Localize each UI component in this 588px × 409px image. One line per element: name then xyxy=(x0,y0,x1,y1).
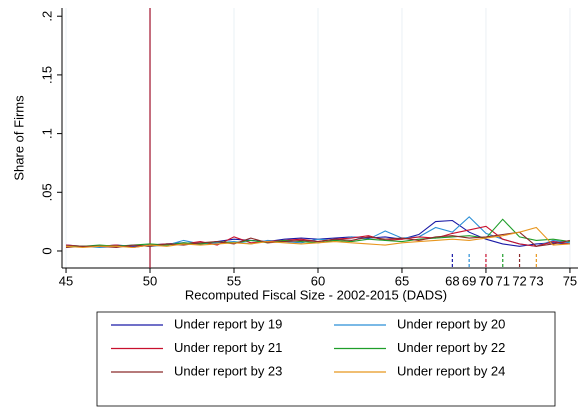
y-axis-title: Share of Firms xyxy=(11,95,26,181)
y-tick-label: .05 xyxy=(39,183,54,201)
x-tick-label: 70 xyxy=(479,273,493,288)
x-axis-title: Recomputed Fiscal Size - 2002-2015 (DADS… xyxy=(185,287,447,302)
cutoff-label: 73 xyxy=(529,273,543,288)
cutoff-label: 72 xyxy=(512,273,526,288)
series-line xyxy=(65,231,571,249)
legend-label: Under report by 21 xyxy=(174,340,282,355)
x-tick-label: 65 xyxy=(395,273,409,288)
legend-label: Under report by 23 xyxy=(174,363,282,378)
cutoff-label: 69 xyxy=(462,273,476,288)
cutoff-label: 70 xyxy=(479,273,493,288)
legend-label: Under report by 20 xyxy=(397,316,505,331)
x-tick-label: 75 xyxy=(563,273,577,288)
x-tick-label: 60 xyxy=(311,273,325,288)
cutoff-label: 71 xyxy=(496,273,510,288)
x-tick-label: 45 xyxy=(59,273,73,288)
legend-label: Under report by 22 xyxy=(397,340,505,355)
y-tick-label: 0 xyxy=(39,247,54,254)
series-line xyxy=(65,226,570,249)
y-tick-label: .15 xyxy=(39,66,54,84)
x-tick-label: 55 xyxy=(227,273,241,288)
y-tick-label: .1 xyxy=(39,128,54,139)
y-tick-label: .2 xyxy=(39,11,54,22)
legend-label: Under report by 19 xyxy=(174,316,282,331)
legend-box xyxy=(96,311,556,407)
legend-label: Under report by 24 xyxy=(397,363,505,378)
x-tick-label: 50 xyxy=(143,273,157,288)
cutoff-label: 68 xyxy=(445,273,459,288)
